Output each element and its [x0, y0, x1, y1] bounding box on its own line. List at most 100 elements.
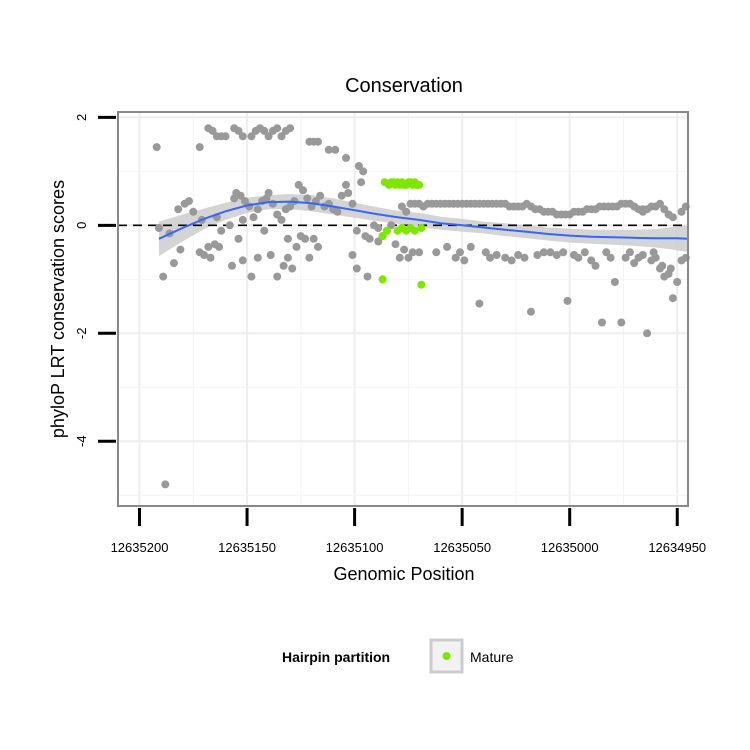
point-other — [277, 215, 286, 224]
point-mature — [410, 226, 419, 235]
point-other — [292, 242, 301, 251]
point-other — [359, 167, 368, 176]
point-other — [352, 264, 361, 273]
point-other — [404, 253, 413, 262]
point-other — [602, 248, 611, 257]
point-other — [208, 126, 217, 135]
plot-panel — [117, 111, 690, 507]
point-other — [283, 234, 292, 243]
point-other — [638, 207, 647, 216]
point-other — [408, 248, 417, 257]
legend-title: Hairpin partition — [282, 649, 390, 665]
point-other — [481, 248, 490, 257]
point-other — [264, 189, 273, 197]
point-mature — [417, 224, 426, 232]
point-other — [456, 248, 464, 257]
point-other — [206, 253, 215, 262]
point-other — [365, 234, 374, 243]
other-points — [152, 124, 690, 489]
point-other — [286, 202, 295, 211]
point-other — [273, 210, 282, 219]
point-other — [621, 253, 630, 262]
legend-label-mature: Mature — [470, 649, 514, 665]
point-other — [174, 205, 183, 214]
x-axis-title: Genomic Position — [333, 564, 474, 584]
point-other — [552, 251, 561, 259]
point-other — [342, 180, 350, 189]
point-other — [348, 199, 357, 208]
point-other — [314, 242, 322, 251]
point-other — [316, 191, 325, 200]
smooth-line — [158, 200, 689, 240]
point-other — [247, 132, 256, 141]
x-tick-label: 12634950 — [648, 540, 706, 555]
point-other — [625, 248, 634, 257]
point-other — [527, 307, 535, 316]
point-other — [660, 205, 669, 214]
point-other — [400, 245, 409, 254]
point-other — [333, 207, 342, 216]
point-other — [352, 226, 361, 235]
point-other — [159, 272, 168, 281]
point-other — [533, 251, 542, 259]
point-other — [354, 162, 363, 170]
point-other — [303, 194, 312, 203]
point-other — [195, 143, 204, 152]
point-other — [238, 215, 247, 224]
point-mature — [378, 232, 387, 241]
legend: Hairpin partition Mature — [282, 638, 514, 674]
point-other — [451, 253, 460, 262]
y-tick-label: -4 — [74, 435, 89, 447]
point-other — [344, 189, 353, 197]
point-other — [337, 191, 346, 200]
point-other — [391, 240, 400, 249]
point-other — [260, 226, 269, 235]
point-other — [507, 256, 516, 265]
point-other — [286, 124, 295, 133]
point-other — [432, 248, 441, 257]
point-other — [154, 224, 163, 232]
point-other — [189, 207, 198, 216]
point-other — [460, 256, 469, 265]
point-other — [387, 221, 396, 230]
point-other — [415, 248, 424, 257]
y-tick-label: -2 — [74, 328, 89, 340]
point-other — [247, 272, 256, 281]
point-other — [305, 253, 314, 262]
point-other — [374, 224, 383, 232]
point-other — [348, 251, 357, 259]
point-other — [200, 251, 208, 259]
point-mature — [417, 280, 426, 289]
point-other — [294, 180, 303, 189]
point-other — [225, 221, 234, 230]
point-other — [591, 261, 600, 270]
point-other — [273, 124, 282, 133]
point-other — [617, 318, 626, 327]
point-other — [395, 253, 404, 262]
point-other — [574, 253, 583, 262]
point-other — [402, 207, 411, 216]
point-other — [658, 261, 667, 270]
point-other — [260, 126, 269, 135]
y-tick-label: 0 — [74, 222, 89, 229]
point-mature — [382, 226, 391, 235]
y-axis: 2 0 -2 -4 — [74, 114, 116, 447]
point-other — [598, 318, 606, 327]
point-other — [666, 264, 675, 273]
point-other — [161, 480, 170, 489]
y-axis-title: phyloP LRT conservation scores — [48, 180, 68, 438]
point-other — [475, 299, 484, 308]
point-other — [443, 242, 452, 251]
point-other — [643, 329, 652, 338]
panel-border — [117, 111, 689, 507]
point-other — [152, 143, 161, 152]
point-other — [299, 186, 307, 195]
point-other — [610, 278, 619, 286]
point-other — [283, 253, 292, 262]
point-other — [266, 251, 275, 259]
point-other — [288, 264, 297, 273]
point-mature — [415, 180, 424, 189]
point-other — [539, 248, 548, 257]
point-other — [514, 251, 523, 259]
